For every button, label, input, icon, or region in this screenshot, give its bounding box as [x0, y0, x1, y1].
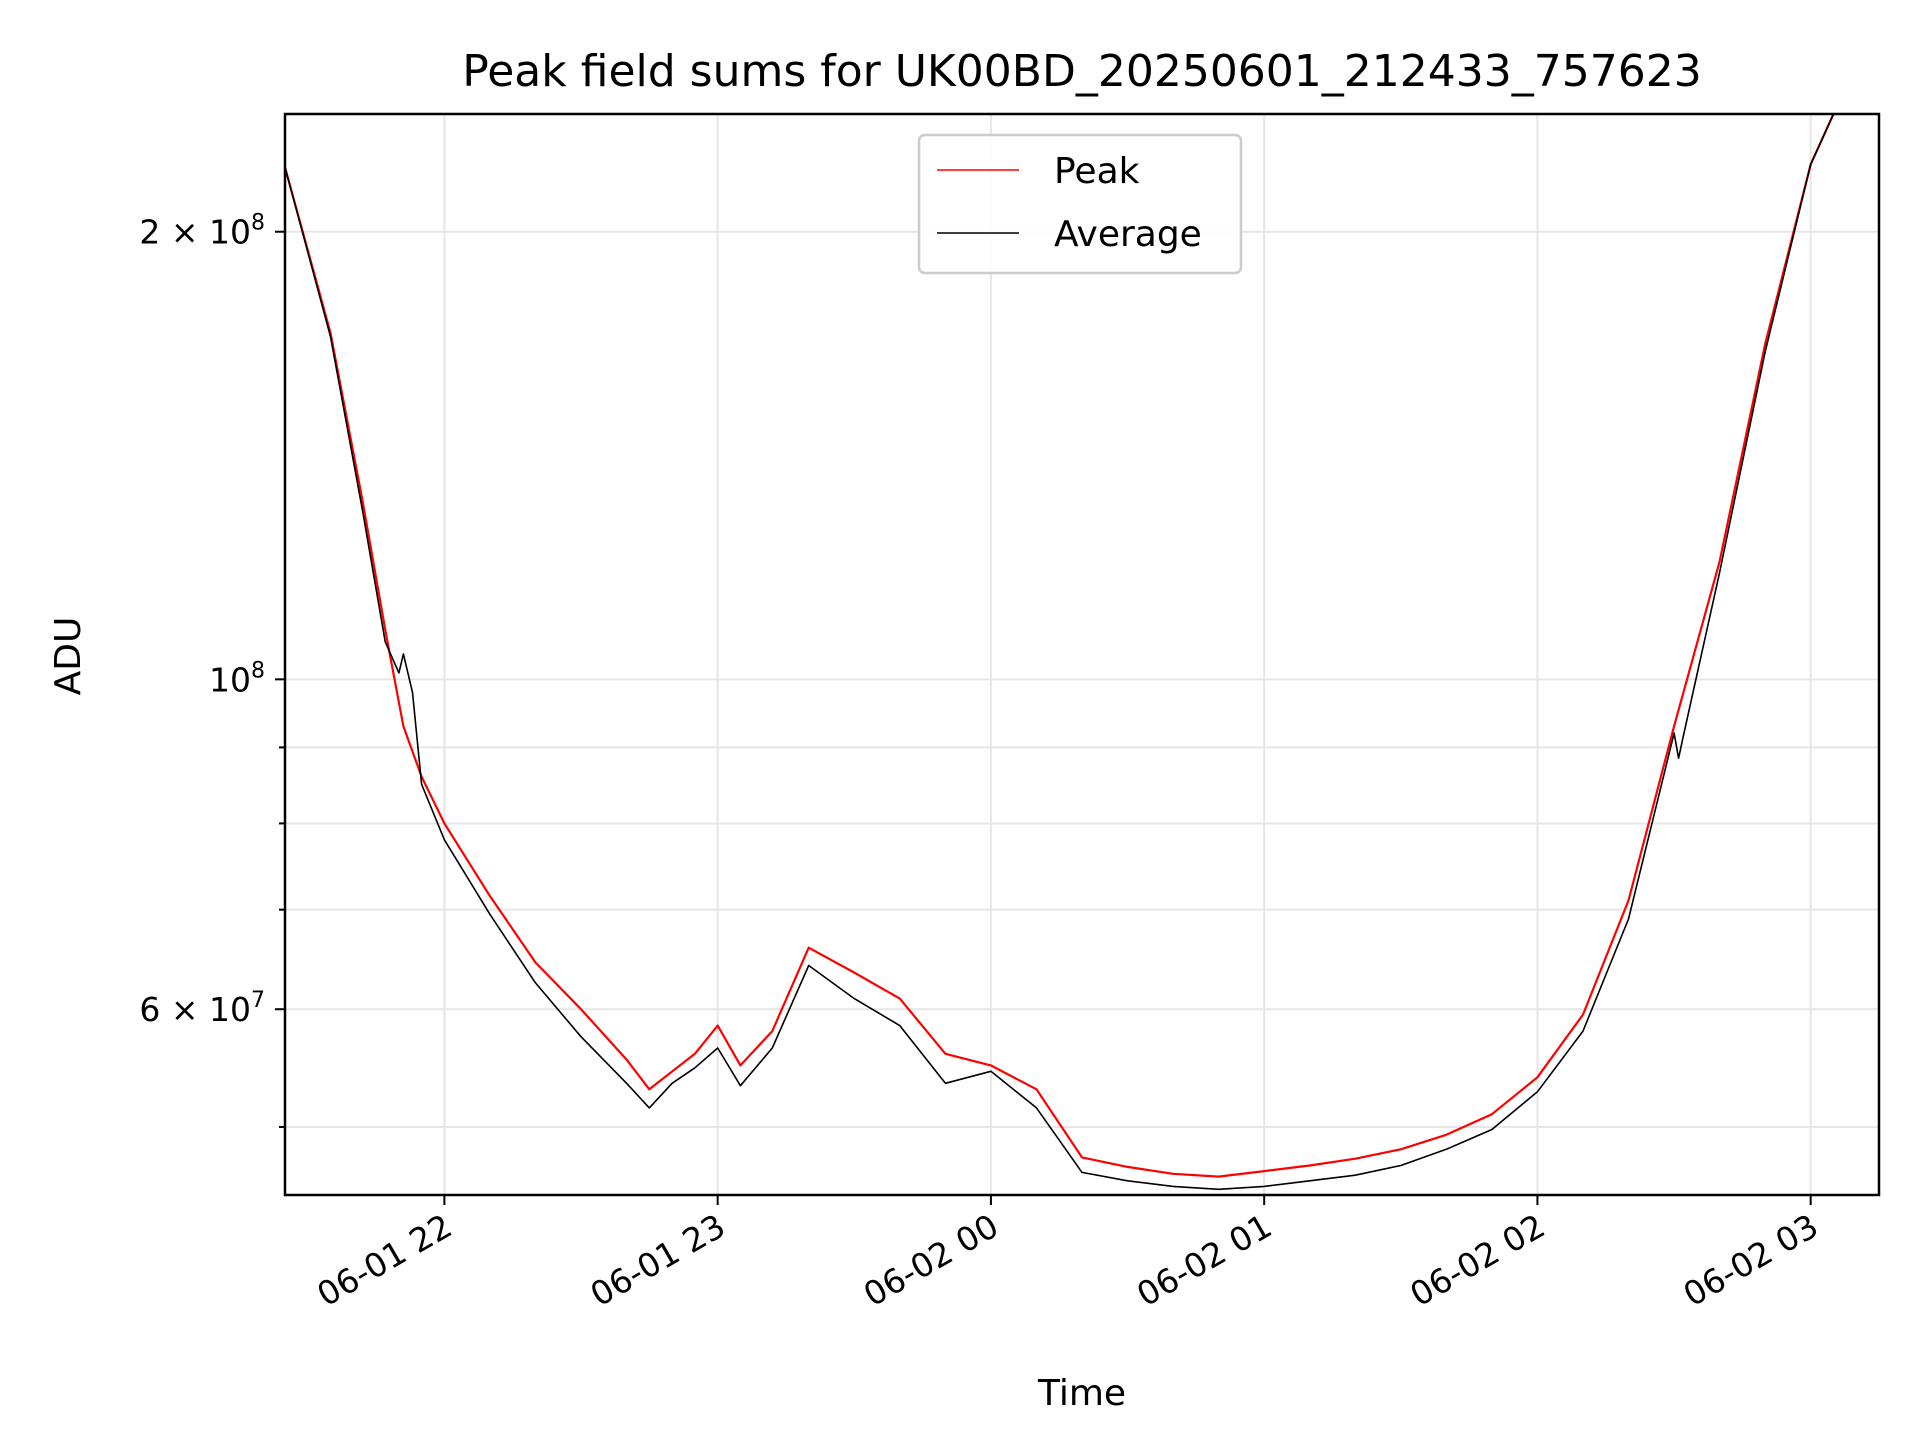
legend-label-average: Average: [1054, 214, 1202, 255]
y-tick-label: 6 × 107: [139, 988, 265, 1029]
chart-title: Peak field sums for UK00BD_20250601_2124…: [462, 46, 1701, 97]
series-line-average: [284, 113, 1835, 1191]
series-layer: [283, 113, 1835, 1191]
x-axis-label: Time: [1037, 1373, 1126, 1414]
y-tick-label: 108: [209, 658, 265, 699]
plot-frame: [283, 112, 1881, 1197]
series-line-peak: [283, 113, 1835, 1178]
y-axis-label: ADU: [48, 617, 89, 696]
legend: Peak Average: [917, 133, 1243, 275]
y-tick-label: 2 × 108: [139, 211, 265, 252]
grid: [285, 114, 1879, 1195]
legend-label-peak: Peak: [1054, 151, 1140, 192]
